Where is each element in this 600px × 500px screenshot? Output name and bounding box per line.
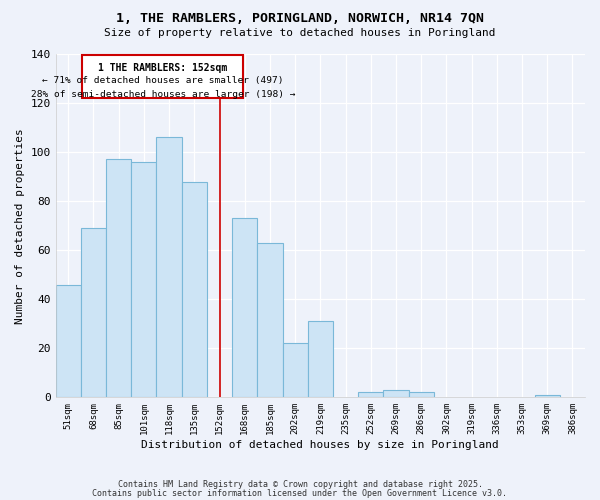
Bar	[131, 162, 157, 398]
Bar	[81, 228, 106, 398]
Bar	[535, 395, 560, 398]
Bar	[182, 182, 207, 398]
Text: Contains HM Land Registry data © Crown copyright and database right 2025.: Contains HM Land Registry data © Crown c…	[118, 480, 482, 489]
Text: 1, THE RAMBLERS, PORINGLAND, NORWICH, NR14 7QN: 1, THE RAMBLERS, PORINGLAND, NORWICH, NR…	[116, 12, 484, 26]
Bar	[409, 392, 434, 398]
Y-axis label: Number of detached properties: Number of detached properties	[15, 128, 25, 324]
Bar	[308, 322, 333, 398]
Text: ← 71% of detached houses are smaller (497): ← 71% of detached houses are smaller (49…	[42, 76, 284, 85]
FancyBboxPatch shape	[82, 55, 244, 98]
Text: 28% of semi-detached houses are larger (198) →: 28% of semi-detached houses are larger (…	[31, 90, 295, 98]
Bar	[257, 243, 283, 398]
Bar	[232, 218, 257, 398]
X-axis label: Distribution of detached houses by size in Poringland: Distribution of detached houses by size …	[142, 440, 499, 450]
Text: 1 THE RAMBLERS: 152sqm: 1 THE RAMBLERS: 152sqm	[98, 62, 227, 72]
Bar	[283, 344, 308, 398]
Bar	[383, 390, 409, 398]
Bar	[157, 138, 182, 398]
Bar	[56, 284, 81, 398]
Text: Size of property relative to detached houses in Poringland: Size of property relative to detached ho…	[104, 28, 496, 38]
Bar	[106, 160, 131, 398]
Text: Contains public sector information licensed under the Open Government Licence v3: Contains public sector information licen…	[92, 488, 508, 498]
Bar	[358, 392, 383, 398]
